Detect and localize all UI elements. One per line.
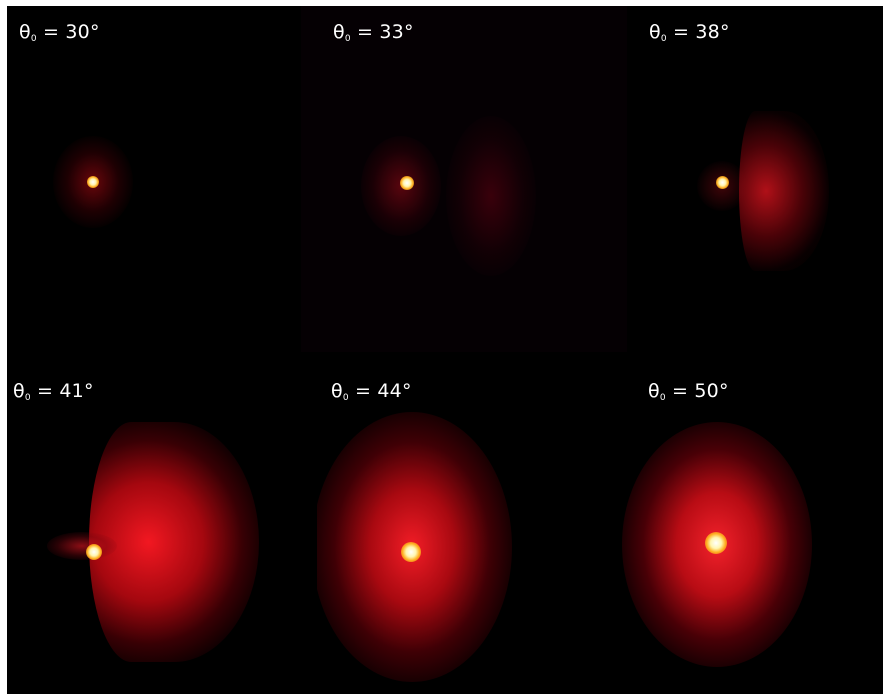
angle-label: θ0 = 38°	[649, 21, 730, 44]
panel-theta-30: θ0 = 30°	[7, 6, 301, 352]
photo-grid: θ0 = 30° θ0 = 33° θ0 = 38° θ0 = 41° θ0 =…	[7, 6, 883, 694]
panel-theta-33: θ0 = 33°	[301, 6, 627, 352]
scatter-lobe	[739, 111, 829, 271]
angle-label: θ0 = 33°	[333, 21, 414, 44]
panel-theta-50: θ0 = 50°	[602, 352, 883, 694]
scatter-glow	[622, 422, 812, 667]
laser-spot	[705, 532, 727, 554]
panel-theta-38: θ0 = 38°	[627, 6, 883, 352]
scatter-glow	[317, 412, 512, 682]
scatter-lobe	[89, 422, 259, 662]
angle-label: θ0 = 44°	[331, 380, 412, 403]
scatter-glow	[53, 136, 133, 228]
laser-spot	[86, 544, 102, 560]
angle-label: θ0 = 30°	[19, 21, 100, 44]
laser-spot	[401, 542, 421, 562]
laser-spot	[716, 176, 729, 189]
angle-label: θ0 = 41°	[13, 380, 94, 403]
scatter-streak	[47, 532, 117, 560]
scatter-glow	[697, 161, 747, 211]
angle-label: θ0 = 50°	[648, 380, 729, 403]
scatter-glow	[361, 136, 441, 236]
scatter-lobe	[446, 116, 536, 276]
laser-spot	[87, 176, 99, 188]
panel-theta-41: θ0 = 41°	[7, 352, 317, 694]
laser-spot	[400, 176, 414, 190]
panel-theta-44: θ0 = 44°	[317, 352, 602, 694]
